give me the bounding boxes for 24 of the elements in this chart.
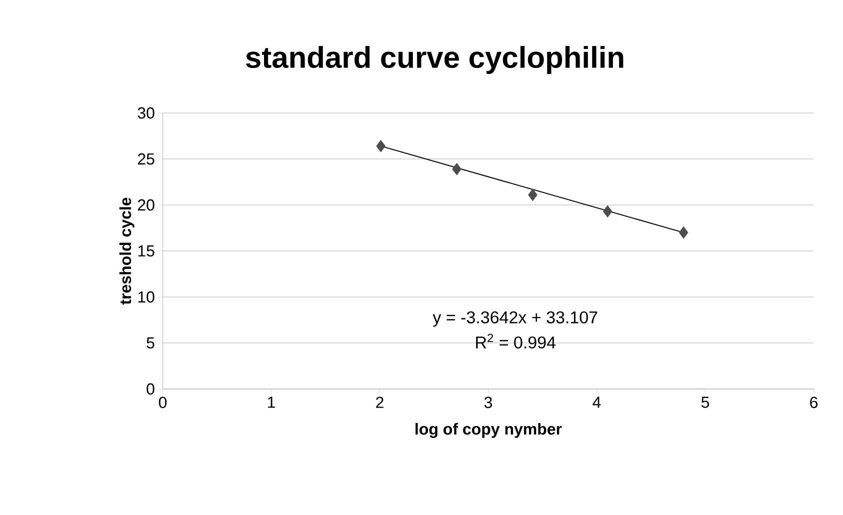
- point: [376, 140, 386, 152]
- x-tick-label: 3: [484, 396, 492, 408]
- y-tick-label: 20: [138, 199, 154, 211]
- x-tick-label: 4: [592, 396, 601, 408]
- y-tick-label: 10: [138, 291, 154, 303]
- annotation: R$^{2}$ = 0.994: [476, 334, 556, 348]
- y-axis-title: treshold cycle: [119, 198, 134, 305]
- chart-title: standard curve cyclophilin: [246, 46, 624, 74]
- point: [602, 205, 612, 218]
- x-axis-title: log of copy nymber: [416, 422, 562, 438]
- y-tick-label: 25: [138, 153, 154, 165]
- point: [452, 162, 462, 176]
- x-tick-label: 1: [268, 396, 275, 408]
- point: [678, 226, 688, 239]
- x-tick-label: 2: [376, 396, 384, 408]
- x-tick-label: 0: [158, 396, 167, 408]
- annotation: y = -3.3642x + 33.107: [432, 311, 598, 327]
- y-tick-label: 15: [138, 245, 154, 257]
- x-tick-label: 5: [701, 396, 710, 408]
- y-tick-label: 30: [138, 107, 154, 119]
- y-tick-label: 0: [146, 383, 154, 395]
- y-tick-label: 5: [146, 337, 154, 349]
- x-tick-label: 6: [810, 396, 818, 408]
- point: [528, 188, 538, 202]
